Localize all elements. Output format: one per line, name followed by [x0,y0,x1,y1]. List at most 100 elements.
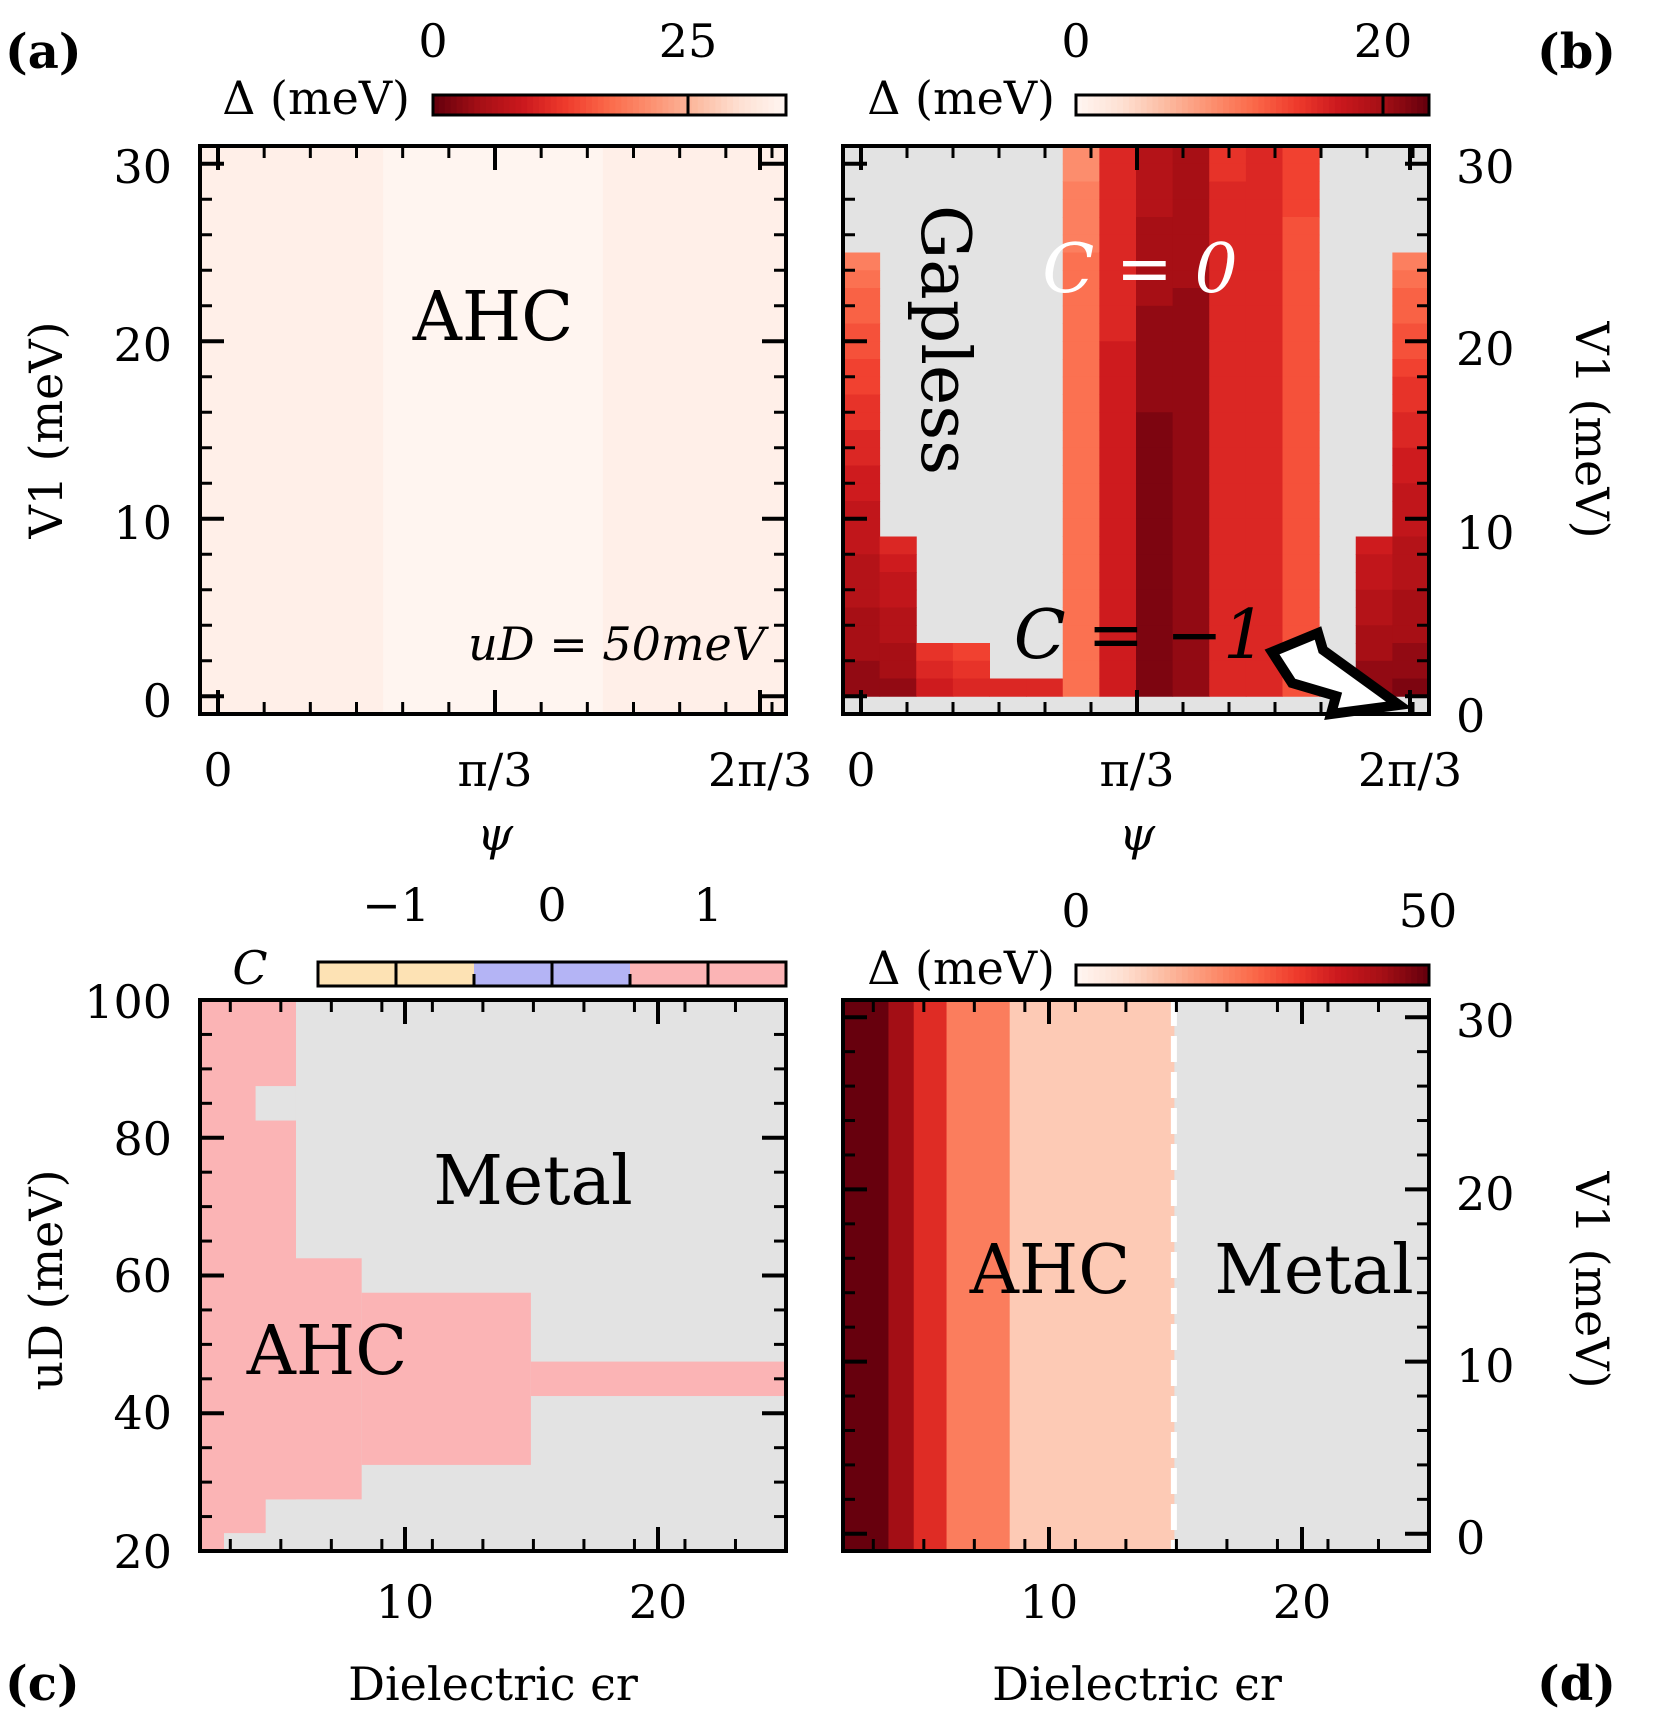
heatmap-cell [1245,199,1283,218]
heatmap-cell [1099,323,1137,342]
heatmap-cell [1209,625,1247,644]
heatmap-cell [1136,359,1174,378]
panel-c-colorbar [316,960,788,988]
heatmap-cell [1392,625,1430,644]
heatmap-cell [1392,483,1430,502]
heatmap-cell [1172,270,1210,289]
heatmap-cell [1136,643,1174,662]
heatmap-cell [1172,323,1210,342]
colorbar-segment [1234,95,1242,115]
colorbar-segment [1193,965,1201,985]
colorbar-segment [1187,965,1195,985]
heatmap-cell [1136,323,1174,342]
heatmap-cell [952,678,990,697]
colorbar-segment [574,95,581,115]
colorbar-segment [1311,95,1318,115]
heatmap-cell [1062,465,1100,484]
heatmap-cell [843,572,881,591]
heatmap-cell [1282,376,1320,395]
heatmap-cell [1062,252,1100,271]
heatmap-cell [1062,447,1100,466]
heatmap-cell [1209,181,1247,200]
panel-b-arrow [1264,626,1413,720]
heatmap-cell [952,643,990,662]
colorbar-segment [1381,965,1389,985]
heatmap-cell [879,554,917,573]
panel-c-ticks [200,998,788,1553]
colorbar-segment [1358,965,1365,985]
colorbar-segment [562,95,569,115]
heatmap-cell [1062,589,1100,608]
panel-a-colorbar [431,93,788,117]
colorbar-segment [709,95,716,115]
colorbar-segment [1328,95,1336,115]
colorbar-segment [1276,965,1283,985]
heatmap-cell [1209,199,1247,218]
heatmap-cell [1136,536,1174,555]
heatmap-cell [1209,554,1247,573]
heatmap-cell [1099,341,1137,360]
colorbar-segment [1176,965,1183,985]
colorbar-segment [1111,965,1118,985]
colorbar-segment [1281,95,1289,115]
heatmap-cell [676,146,714,714]
heatmap-cell [1392,643,1430,662]
heatmap-cell [1245,217,1283,236]
heatmap-cell [1136,625,1174,644]
heatmap-cell [1392,430,1430,449]
colorbar-segment [1211,965,1218,985]
heatmap-cell [1282,270,1320,289]
colorbar-segment [1252,965,1259,985]
colorbar-segment [544,95,552,115]
metal-notch [255,1086,296,1121]
colorbar-segment [680,95,687,115]
heatmap-cell [1245,146,1283,165]
panel-d-xlabel: Dielectric ϵr [992,1657,1282,1711]
panel-c-ytick-2: 60 [113,1249,172,1303]
colorbar-segment [1246,95,1254,115]
colorbar-segment [674,95,681,115]
panel-a-ytick-1: 10 [113,496,172,550]
heatmap-cell [1136,660,1174,679]
panel-d-ytick-1: 10 [1456,1339,1515,1393]
colorbar-segment [503,95,511,115]
heatmap-cell [843,394,881,413]
heatmap-cell [916,678,954,697]
colorbar-segment [738,95,746,115]
heatmap-cell [1172,146,1210,165]
heatmap-cell [879,572,917,591]
heatmap-cell [1209,465,1247,484]
heatmap-cell [1245,589,1283,608]
colorbar-segment [438,95,446,115]
colorbar-segment [1217,965,1224,985]
heatmap-cell [1062,376,1100,395]
heatmap-cell [1172,394,1210,413]
panel-d: Δ (meV) 0 50 0 10 20 30 10 20 Dielectric… [841,884,1619,1711]
heatmap-cell [1392,572,1430,591]
heatmap-cell [1099,572,1137,591]
heatmap-cell [879,536,917,555]
panel-d-xtick-1: 20 [1273,1575,1332,1629]
colorbar-segment [533,95,540,115]
heatmap-cell [1209,234,1247,253]
panel-b-ytick-3: 30 [1456,140,1515,194]
heatmap-cell [1282,518,1320,537]
heatmap-cell [1172,217,1210,236]
colorbar-segment [1128,965,1136,985]
heatmap-cell [1172,412,1210,431]
heatmap-cell [236,146,274,714]
heatmap-cell [1282,163,1320,182]
heatmap-cell [879,625,917,644]
colorbar-segment [1270,965,1277,985]
heatmap-cell [1392,536,1430,555]
heatmap-cell [1172,660,1210,679]
heatmap-cell [1136,394,1174,413]
colorbar-segment [762,95,769,115]
colorbar-segment [1364,965,1371,985]
heatmap-cell [1136,376,1174,395]
heatmap-cell [1172,234,1210,253]
panel-label-b: (b) [1537,24,1616,80]
heatmap-cell [1245,270,1283,289]
heatmap-cell [1392,465,1430,484]
